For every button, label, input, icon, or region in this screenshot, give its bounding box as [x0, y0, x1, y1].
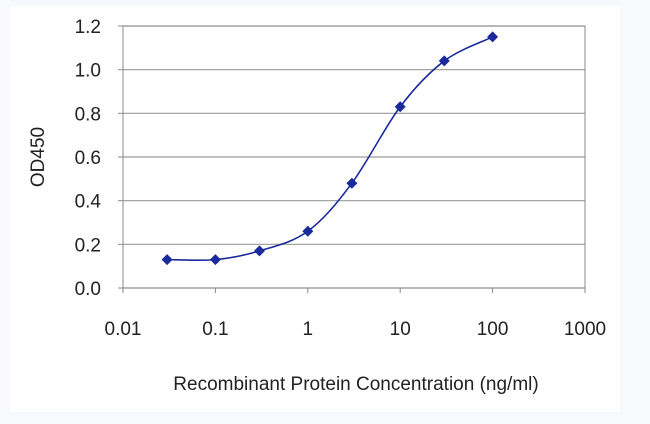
y-tick-label: 0.8 [75, 104, 101, 125]
y-tick-label: 1.0 [75, 61, 101, 82]
x-tick-label: 1 [303, 319, 314, 340]
data-series [161, 31, 499, 266]
y-tick-label: 0.0 [75, 279, 101, 300]
x-tick-label: 0.1 [202, 319, 228, 340]
y-tick-label: 0.2 [75, 235, 101, 256]
data-point [253, 245, 265, 257]
x-tick-label: 10 [390, 319, 411, 340]
x-tick-label: 100 [477, 319, 509, 340]
chart-frame [10, 6, 620, 412]
data-point [487, 31, 499, 43]
x-axis-title: Recombinant Protein Concentration (ng/ml… [173, 374, 538, 395]
y-tick-label: 0.6 [75, 148, 101, 169]
y-tick-label: 0.4 [75, 192, 102, 213]
data-point [346, 177, 358, 189]
y-axis-ticks: 0.0 0.2 0.4 0.6 0.8 1.0 1.2 [75, 17, 123, 300]
series-line [167, 36, 493, 262]
y-axis-title: OD450 [28, 127, 49, 187]
y-tick-label: 1.2 [75, 17, 101, 38]
data-point [209, 254, 221, 266]
x-tick-label: 0.01 [105, 319, 142, 340]
data-point [438, 55, 450, 67]
data-point [302, 225, 314, 237]
data-point [161, 254, 173, 266]
data-point [394, 101, 406, 113]
gridlines [123, 25, 585, 289]
x-tick-label: 1000 [564, 319, 606, 340]
x-axis-ticks: 0.01 0.1 1 10 100 1000 [105, 288, 606, 340]
